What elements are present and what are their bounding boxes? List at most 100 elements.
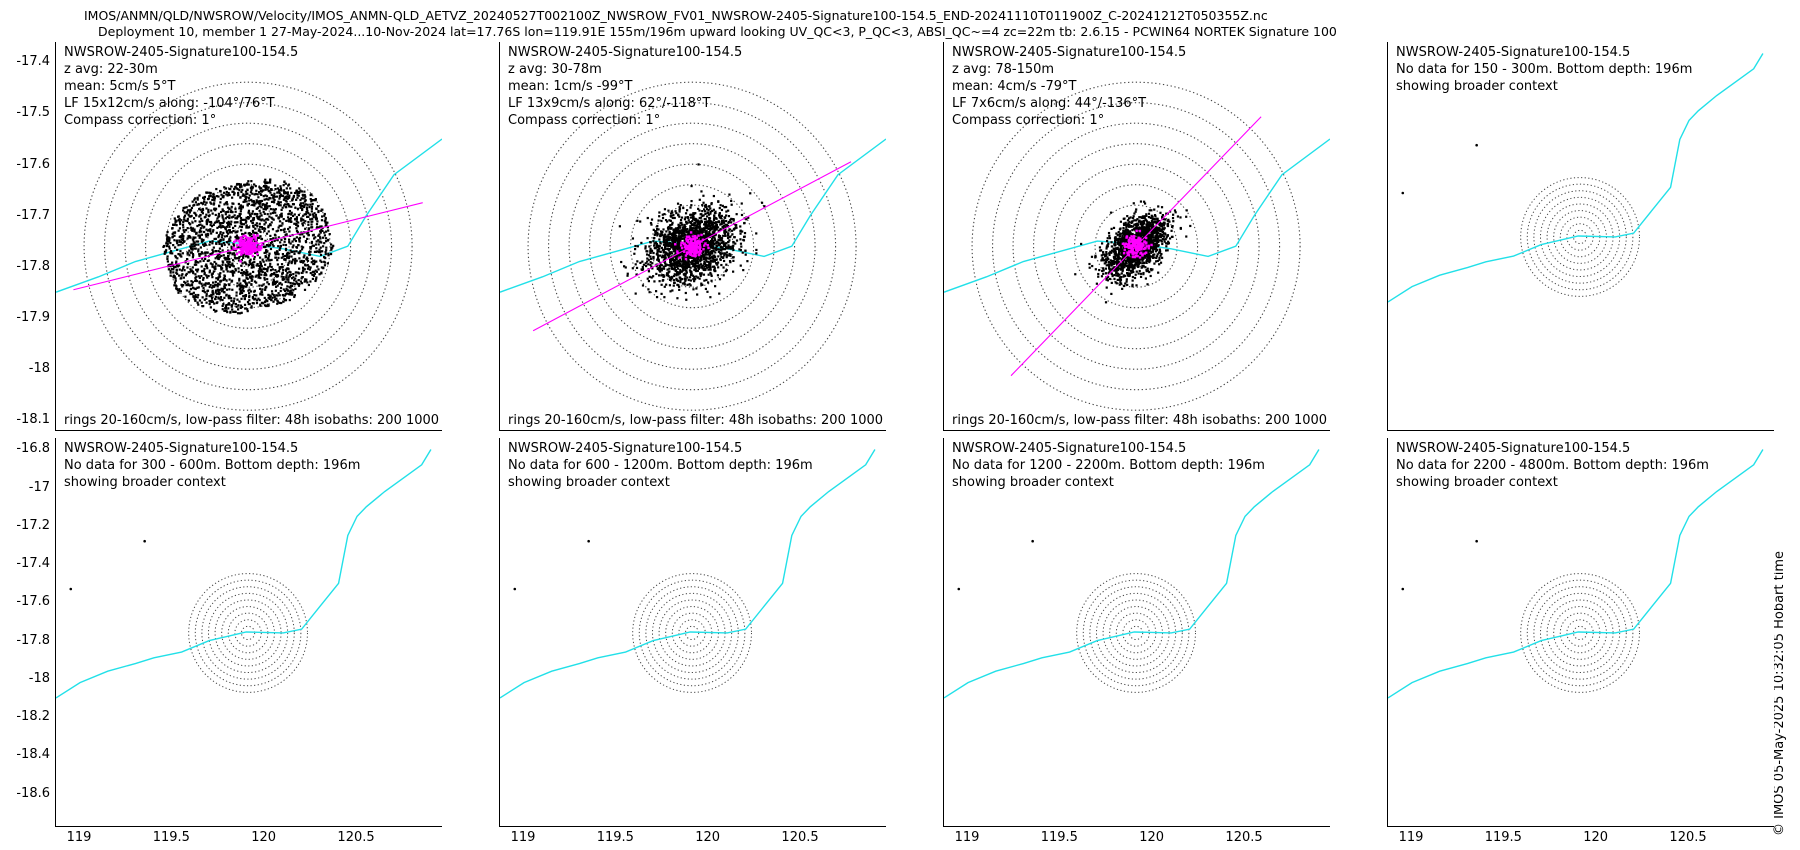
scatter-point [689,261,693,264]
scatter-point [175,260,178,263]
scatter-point [270,238,273,241]
lowpass-point [694,254,697,257]
scatter-point [278,301,281,305]
scatter-point [185,283,188,287]
scatter-point [691,223,694,226]
scatter-point [194,236,197,239]
scatter-point [725,219,728,223]
scatter-point [258,266,262,269]
scatter-point [654,246,657,250]
scatter-point [239,306,242,310]
scatter-point [216,285,219,288]
scatter-point [282,184,285,187]
scatter-point [277,216,280,220]
scatter-point [673,239,676,242]
scatter-point [682,262,685,265]
scatter-point [220,268,223,271]
scatter-point [326,226,329,229]
scatter-point [1102,251,1105,254]
scatter-point [701,240,705,243]
scatter-point [191,281,194,284]
scatter-point [720,214,723,218]
scatter-point [652,255,655,259]
scatter-point [282,243,285,246]
scatter-point [731,256,735,259]
scatter-point [303,204,306,207]
scatter-point [699,274,702,278]
scatter-point [302,235,306,238]
scatter-point [208,295,211,298]
scatter-point [1121,287,1124,290]
scatter-point [657,244,660,247]
scatter-point [712,230,715,233]
scatter-point [286,256,289,259]
scatter-point [688,263,691,267]
scatter-point [242,285,245,288]
scatter-point [222,242,225,245]
scatter-point [684,212,688,215]
scatter-point [669,227,672,230]
scatter-point [718,213,721,216]
scatter-point [732,228,736,231]
scatter-point [662,249,665,252]
scatter-point [693,268,696,271]
scatter-point [675,230,678,234]
scatter-point [165,242,168,245]
scatter-point [326,262,329,265]
scatter-point [246,310,249,313]
scatter-point [701,231,704,235]
scatter-point [186,217,189,221]
scatter-point [201,269,204,273]
scatter-point [667,264,670,267]
scatter-point [681,260,684,263]
scatter-point [240,271,243,275]
scatter-point [248,231,251,235]
scatter-point [243,285,247,288]
scatter-point [245,220,248,223]
scatter-point [703,237,707,240]
scatter-point [318,273,321,276]
scatter-point [672,274,676,278]
scatter-point [275,195,279,198]
scatter-point [710,223,713,226]
scatter-point [673,233,676,236]
scatter-point [213,266,216,269]
scatter-point [1110,268,1114,271]
scatter-point [213,221,217,224]
scatter-point [292,273,295,276]
scatter-point [199,227,203,230]
scatter-point [705,238,709,242]
scatter-point [300,190,304,193]
scatter-point [283,294,286,297]
scatter-point [684,267,687,270]
scatter-point [653,242,657,245]
scatter-point [682,206,685,210]
scatter-point [258,186,261,189]
scatter-point [289,242,292,245]
scatter-point [243,194,246,197]
scatter-point [254,227,257,230]
scatter-point [197,248,200,251]
scatter-point [230,216,233,219]
scatter-point [201,284,204,287]
scatter-point [284,258,287,262]
lowpass-point [253,248,257,251]
scatter-point [217,290,220,293]
scatter-point [713,247,716,250]
scatter-point [245,226,248,229]
scatter-point [279,185,282,188]
scatter-point [202,290,206,293]
scatter-point [213,267,216,270]
lowpass-point [688,237,692,240]
scatter-point [277,204,281,207]
scatter-point [261,284,264,287]
scatter-point [633,248,637,251]
scatter-point [713,267,716,270]
scatter-point [264,186,268,190]
scatter-point [1149,216,1152,219]
scatter-point [672,279,676,282]
scatter-point [708,268,712,271]
scatter-point [225,279,228,282]
scatter-point [691,261,694,264]
lowpass-point [698,243,702,247]
